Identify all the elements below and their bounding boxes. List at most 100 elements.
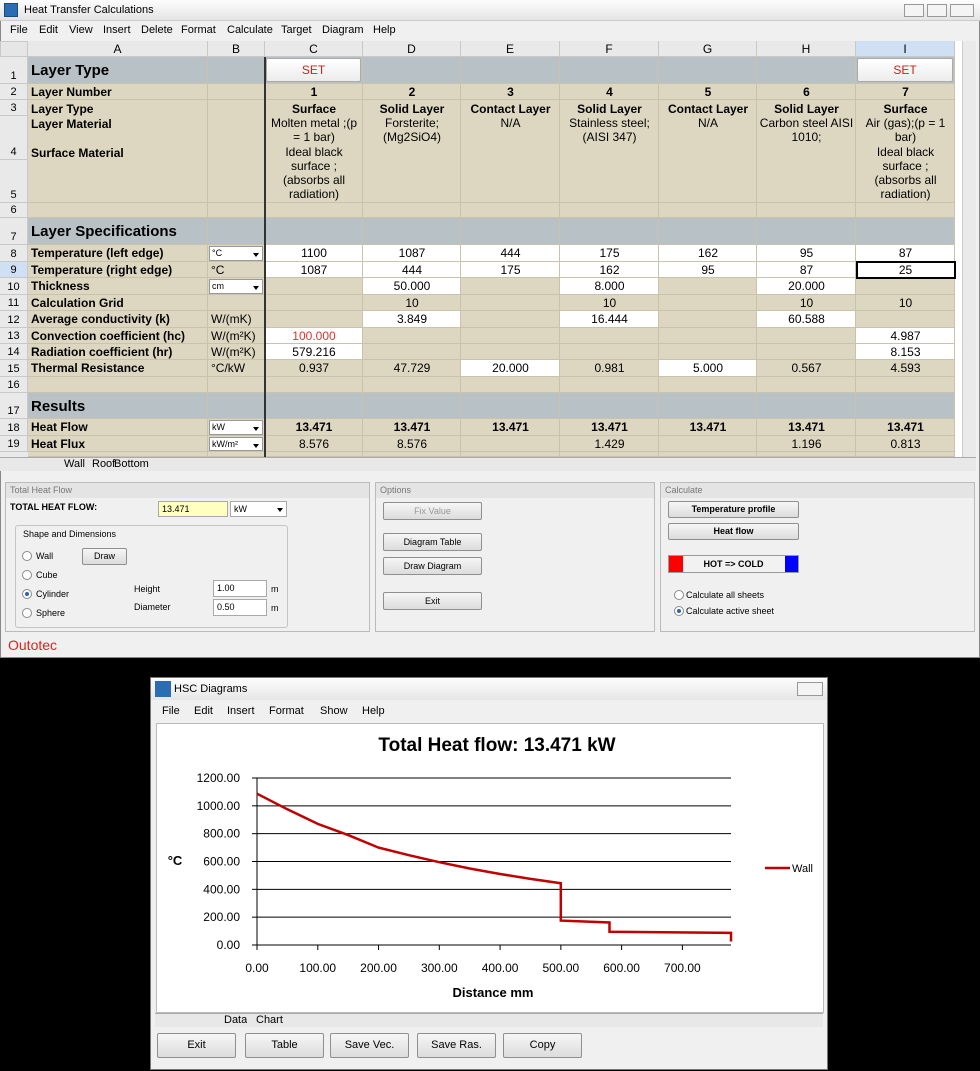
cell[interactable] <box>265 360 363 377</box>
cell[interactable] <box>265 84 363 100</box>
cell[interactable] <box>208 393 265 419</box>
cell[interactable] <box>28 160 208 203</box>
radio-label[interactable]: Sphere <box>36 608 66 618</box>
cell-value[interactable]: 13.471 <box>689 420 727 434</box>
cell[interactable] <box>856 436 955 452</box>
sheet-tab[interactable]: Roof <box>92 458 116 470</box>
row-number[interactable]: 14 <box>0 344 28 360</box>
set-button[interactable]: SET <box>266 58 361 82</box>
menu-item[interactable]: Format <box>181 24 216 36</box>
input[interactable]: 1.00 <box>213 580 267 597</box>
cell[interactable] <box>265 203 363 218</box>
cell[interactable] <box>461 328 560 344</box>
cell[interactable] <box>363 245 461 262</box>
cell[interactable] <box>560 203 659 218</box>
cell[interactable] <box>856 377 955 393</box>
menu-item[interactable]: File <box>10 24 28 36</box>
cell[interactable] <box>461 377 560 393</box>
cell[interactable] <box>659 160 757 203</box>
cell[interactable] <box>560 393 659 419</box>
cell-value[interactable]: 8.576 <box>396 437 428 451</box>
menu-item[interactable]: Edit <box>194 705 213 717</box>
unit-dropdown[interactable]: kW/m² <box>209 437 263 451</box>
cell[interactable] <box>461 160 560 203</box>
cell[interactable] <box>560 452 659 457</box>
unit-dropdown[interactable]: cm <box>209 279 263 294</box>
cell[interactable] <box>461 295 560 311</box>
cell[interactable] <box>28 295 208 311</box>
cell-value[interactable]: 0.813 <box>890 437 921 451</box>
cell[interactable] <box>659 262 757 278</box>
unit-dropdown[interactable]: °C <box>209 246 263 261</box>
cell[interactable] <box>856 419 955 436</box>
row-number[interactable]: 4 <box>0 116 28 160</box>
radio-label[interactable]: Calculate active sheet <box>686 606 775 616</box>
column-header[interactable]: I <box>856 41 955 57</box>
cell[interactable] <box>659 393 757 419</box>
cell[interactable] <box>363 377 461 393</box>
row-number[interactable]: 11 <box>0 295 28 311</box>
cell-value[interactable]: 4.593 <box>890 361 921 375</box>
row-number[interactable]: 6 <box>0 203 28 218</box>
direction-bar[interactable]: HOT => COLD <box>668 555 799 573</box>
cell[interactable] <box>560 278 659 295</box>
cell[interactable] <box>363 393 461 419</box>
menu-item[interactable]: Help <box>362 705 385 717</box>
cell[interactable] <box>659 377 757 393</box>
cell-value[interactable]: 4.987 <box>890 329 921 343</box>
cell[interactable] <box>659 344 757 360</box>
button[interactable]: Draw <box>82 548 127 565</box>
cell[interactable] <box>363 278 461 295</box>
menu-item[interactable]: View <box>69 24 93 36</box>
cell[interactable] <box>757 278 856 295</box>
cell[interactable] <box>659 311 757 328</box>
cell[interactable] <box>659 360 757 377</box>
button[interactable]: Copy <box>503 1033 582 1058</box>
cell-value[interactable]: 1.429 <box>594 437 625 451</box>
chart-tab[interactable]: Chart <box>256 1014 283 1026</box>
cell[interactable] <box>461 84 560 100</box>
cell[interactable] <box>363 419 461 436</box>
column-header[interactable]: G <box>659 41 757 57</box>
cell-value[interactable]: 10 <box>602 296 617 310</box>
menu-item[interactable]: Calculate <box>227 24 273 36</box>
cell[interactable] <box>856 84 955 100</box>
cell[interactable] <box>265 116 363 160</box>
cell-value[interactable]: 95 <box>799 246 814 260</box>
cell-value[interactable]: 87 <box>799 263 814 277</box>
menu-item[interactable]: Format <box>269 705 304 717</box>
cell[interactable] <box>265 344 363 360</box>
diagram-close[interactable] <box>797 682 823 696</box>
cell[interactable] <box>28 218 208 245</box>
cell[interactable] <box>461 57 560 84</box>
cell-value[interactable]: 1087 <box>398 246 426 260</box>
cell[interactable] <box>659 278 757 295</box>
cell[interactable] <box>28 328 208 344</box>
cell[interactable] <box>659 245 757 262</box>
cell[interactable] <box>363 344 461 360</box>
cell-value[interactable]: 8.000 <box>594 279 625 293</box>
cell[interactable] <box>856 295 955 311</box>
unit-dropdown[interactable]: kW <box>230 501 287 517</box>
cell[interactable] <box>28 436 208 452</box>
cell-value[interactable]: 444 <box>401 263 423 277</box>
button[interactable]: Temperature profile <box>668 501 799 518</box>
cell-value[interactable]: 0.937 <box>298 361 330 375</box>
cell-value[interactable]: 10 <box>405 296 419 310</box>
cell[interactable] <box>461 278 560 295</box>
cell-value[interactable]: 1087 <box>300 263 328 277</box>
row-number[interactable]: 5 <box>0 160 28 203</box>
cell[interactable] <box>757 344 856 360</box>
cell-value[interactable]: 10 <box>898 296 913 310</box>
row-number[interactable]: 16 <box>0 377 28 393</box>
column-header[interactable]: C <box>265 41 363 57</box>
cell[interactable] <box>560 311 659 328</box>
cell[interactable] <box>363 116 461 160</box>
cell[interactable] <box>461 203 560 218</box>
cell-value[interactable]: 0.567 <box>791 361 822 375</box>
cell[interactable] <box>757 262 856 278</box>
row-number[interactable]: 17 <box>0 393 28 419</box>
radio[interactable] <box>22 570 32 580</box>
cell[interactable] <box>757 245 856 262</box>
cell[interactable] <box>560 436 659 452</box>
